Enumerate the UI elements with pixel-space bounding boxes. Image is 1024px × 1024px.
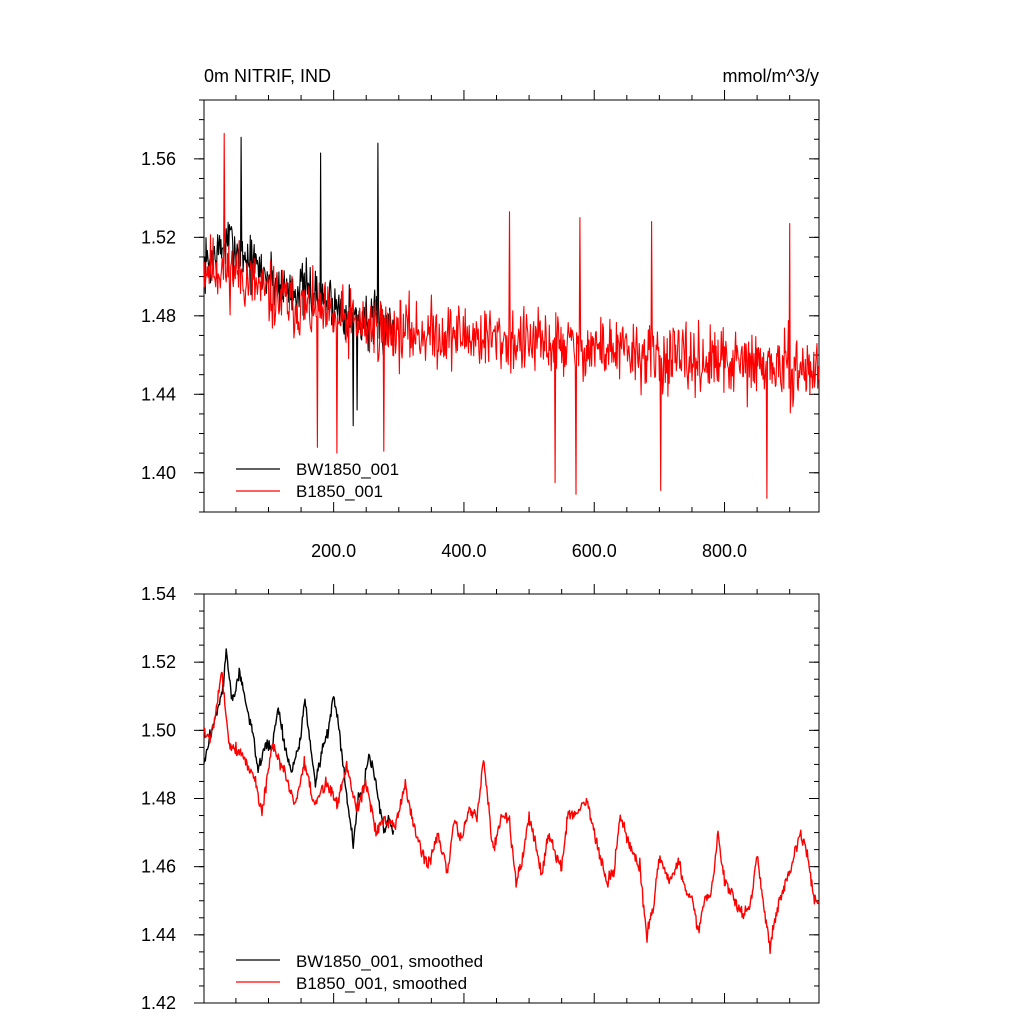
legend-label-bw1850: BW1850_001 <box>296 460 399 479</box>
bottom-panel: 1.42 1.44 1.46 1.48 1.50 1.52 1.54 BW1850_001,… <box>141 584 820 1013</box>
x-tick-label: 600.0 <box>572 541 617 561</box>
top-panel: 0m NITRIF, IND mmol/m^3/y 200.0 400.0 600.… <box>141 66 820 561</box>
y-tick-label: 1.50 <box>141 720 176 740</box>
top-panel-title: 0m NITRIF, IND <box>204 66 331 86</box>
y-tick-label: 1.56 <box>141 149 176 169</box>
x-tick-label: 800.0 <box>702 541 747 561</box>
y-tick-label: 1.48 <box>141 789 176 809</box>
top-legend: BW1850_001 B1850_001 <box>236 460 399 501</box>
y-tick-label: 1.42 <box>141 993 176 1013</box>
bottom-legend: BW1850_001, smoothed B1850_001, smoothed <box>236 952 483 993</box>
y-tick-label: 1.52 <box>141 652 176 672</box>
top-panel-units: mmol/m^3/y <box>723 66 819 86</box>
top-plot-frame <box>203 99 820 513</box>
series-line-b1850-001-smoothed <box>203 671 820 955</box>
x-tick-label: 400.0 <box>441 541 486 561</box>
legend-label-bw1850-smoothed: BW1850_001, smoothed <box>296 952 483 971</box>
legend-label-b1850: B1850_001 <box>296 482 383 501</box>
y-tick-label: 1.54 <box>141 584 176 604</box>
y-tick-label: 1.46 <box>141 857 176 877</box>
y-tick-label: 1.52 <box>141 227 176 247</box>
y-tick-label: 1.40 <box>141 463 176 483</box>
y-tick-label: 1.44 <box>141 925 176 945</box>
bottom-series-lines <box>203 648 820 955</box>
x-tick-label: 200.0 <box>311 541 356 561</box>
top-axis-ticks: 200.0 400.0 600.0 800.0 1.40 1.44 1.48 1.52 1.56 <box>141 90 819 561</box>
legend-label-b1850-smoothed: B1850_001, smoothed <box>296 974 467 993</box>
y-tick-label: 1.44 <box>141 384 176 404</box>
series-line-b1850-001 <box>203 132 820 499</box>
bottom-axis-ticks: 1.42 1.44 1.46 1.48 1.50 1.52 1.54 <box>141 584 819 1013</box>
top-series-lines <box>203 132 820 499</box>
y-tick-label: 1.48 <box>141 306 176 326</box>
